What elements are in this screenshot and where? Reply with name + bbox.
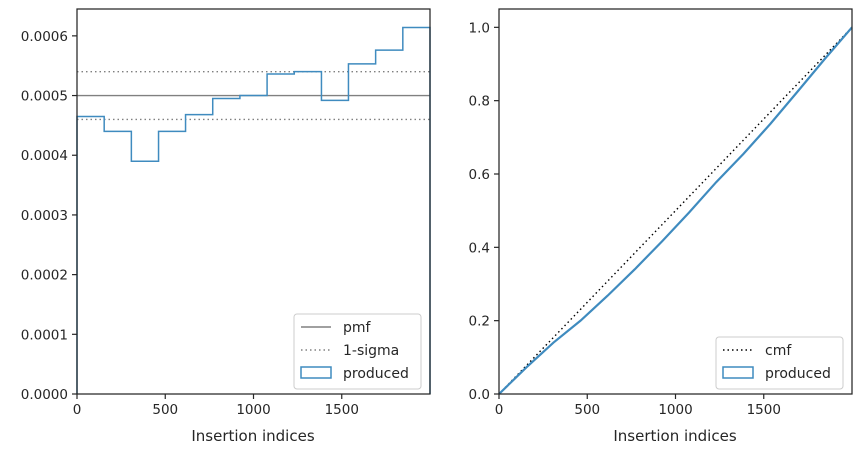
right-y-tick-label: 0.8 xyxy=(469,94,490,110)
produced-histogram-step xyxy=(76,26,431,394)
left-y-tick-label: 0.0003 xyxy=(21,208,68,224)
left-legend-produced-swatch xyxy=(300,366,332,379)
left-legend-pmf-label: pmf xyxy=(343,320,372,336)
left-y-tick-label: 0.0004 xyxy=(21,148,68,164)
left-panel: 0 500 1000 1500 0.0000 0.0001 0.0002 0.0003 0.00… xyxy=(21,8,431,445)
right-ticks: 0 500 1000 1500 0.0 0.2 0.4 0.6 0.8 1.0 xyxy=(469,20,781,418)
right-legend-cmf-label: cmf xyxy=(765,343,792,359)
left-y-tick-label: 0.0002 xyxy=(21,268,68,284)
left-legend-produced-label: produced xyxy=(343,366,409,382)
left-legend-1-sigma-label: 1-sigma xyxy=(343,343,399,359)
left-x-tick-label: 1000 xyxy=(236,402,270,418)
right-legend-produced-swatch xyxy=(722,366,754,379)
right-x-tick-label: 500 xyxy=(574,402,600,418)
right-y-tick-label: 1.0 xyxy=(469,20,490,36)
produced-curve xyxy=(498,26,853,395)
left-legend-box xyxy=(293,313,422,390)
left-x-tick-label: 500 xyxy=(152,402,178,418)
right-panel: 0 500 1000 1500 0.0 0.2 0.4 0.6 0.8 1.0 Insertion… xyxy=(469,8,853,445)
left-y-tick-label: 0.0001 xyxy=(21,327,68,343)
left-x-tick-label: 1500 xyxy=(325,402,359,418)
right-plot-marks xyxy=(498,26,853,395)
left-y-tick-label: 0.0000 xyxy=(21,387,68,403)
right-y-tick-label: 0.2 xyxy=(469,314,490,330)
left-x-axis-label: Insertion indices xyxy=(191,427,314,445)
right-y-tick-label: 0.0 xyxy=(469,387,490,403)
right-x-axis-label: Insertion indices xyxy=(613,427,736,445)
left-legend: pmf 1-sigma produced xyxy=(293,313,422,390)
cmf-curve xyxy=(498,26,853,395)
right-x-tick-label: 1500 xyxy=(747,402,781,418)
left-y-tick-label: 0.0006 xyxy=(21,29,68,45)
right-legend-produced-label: produced xyxy=(765,366,831,382)
left-ticks: 0 500 1000 1500 0.0000 0.0001 0.0002 0.0003 0.00… xyxy=(21,29,359,418)
right-y-tick-label: 0.4 xyxy=(469,240,490,256)
left-x-tick-label: 0 xyxy=(73,402,82,418)
left-plot-marks xyxy=(76,26,431,394)
left-y-tick-label: 0.0005 xyxy=(21,89,68,105)
right-x-tick-label: 0 xyxy=(495,402,504,418)
right-x-tick-label: 1000 xyxy=(658,402,692,418)
right-y-tick-label: 0.6 xyxy=(469,167,490,183)
right-legend: cmf produced xyxy=(715,336,844,390)
right-legend-box xyxy=(715,336,844,390)
